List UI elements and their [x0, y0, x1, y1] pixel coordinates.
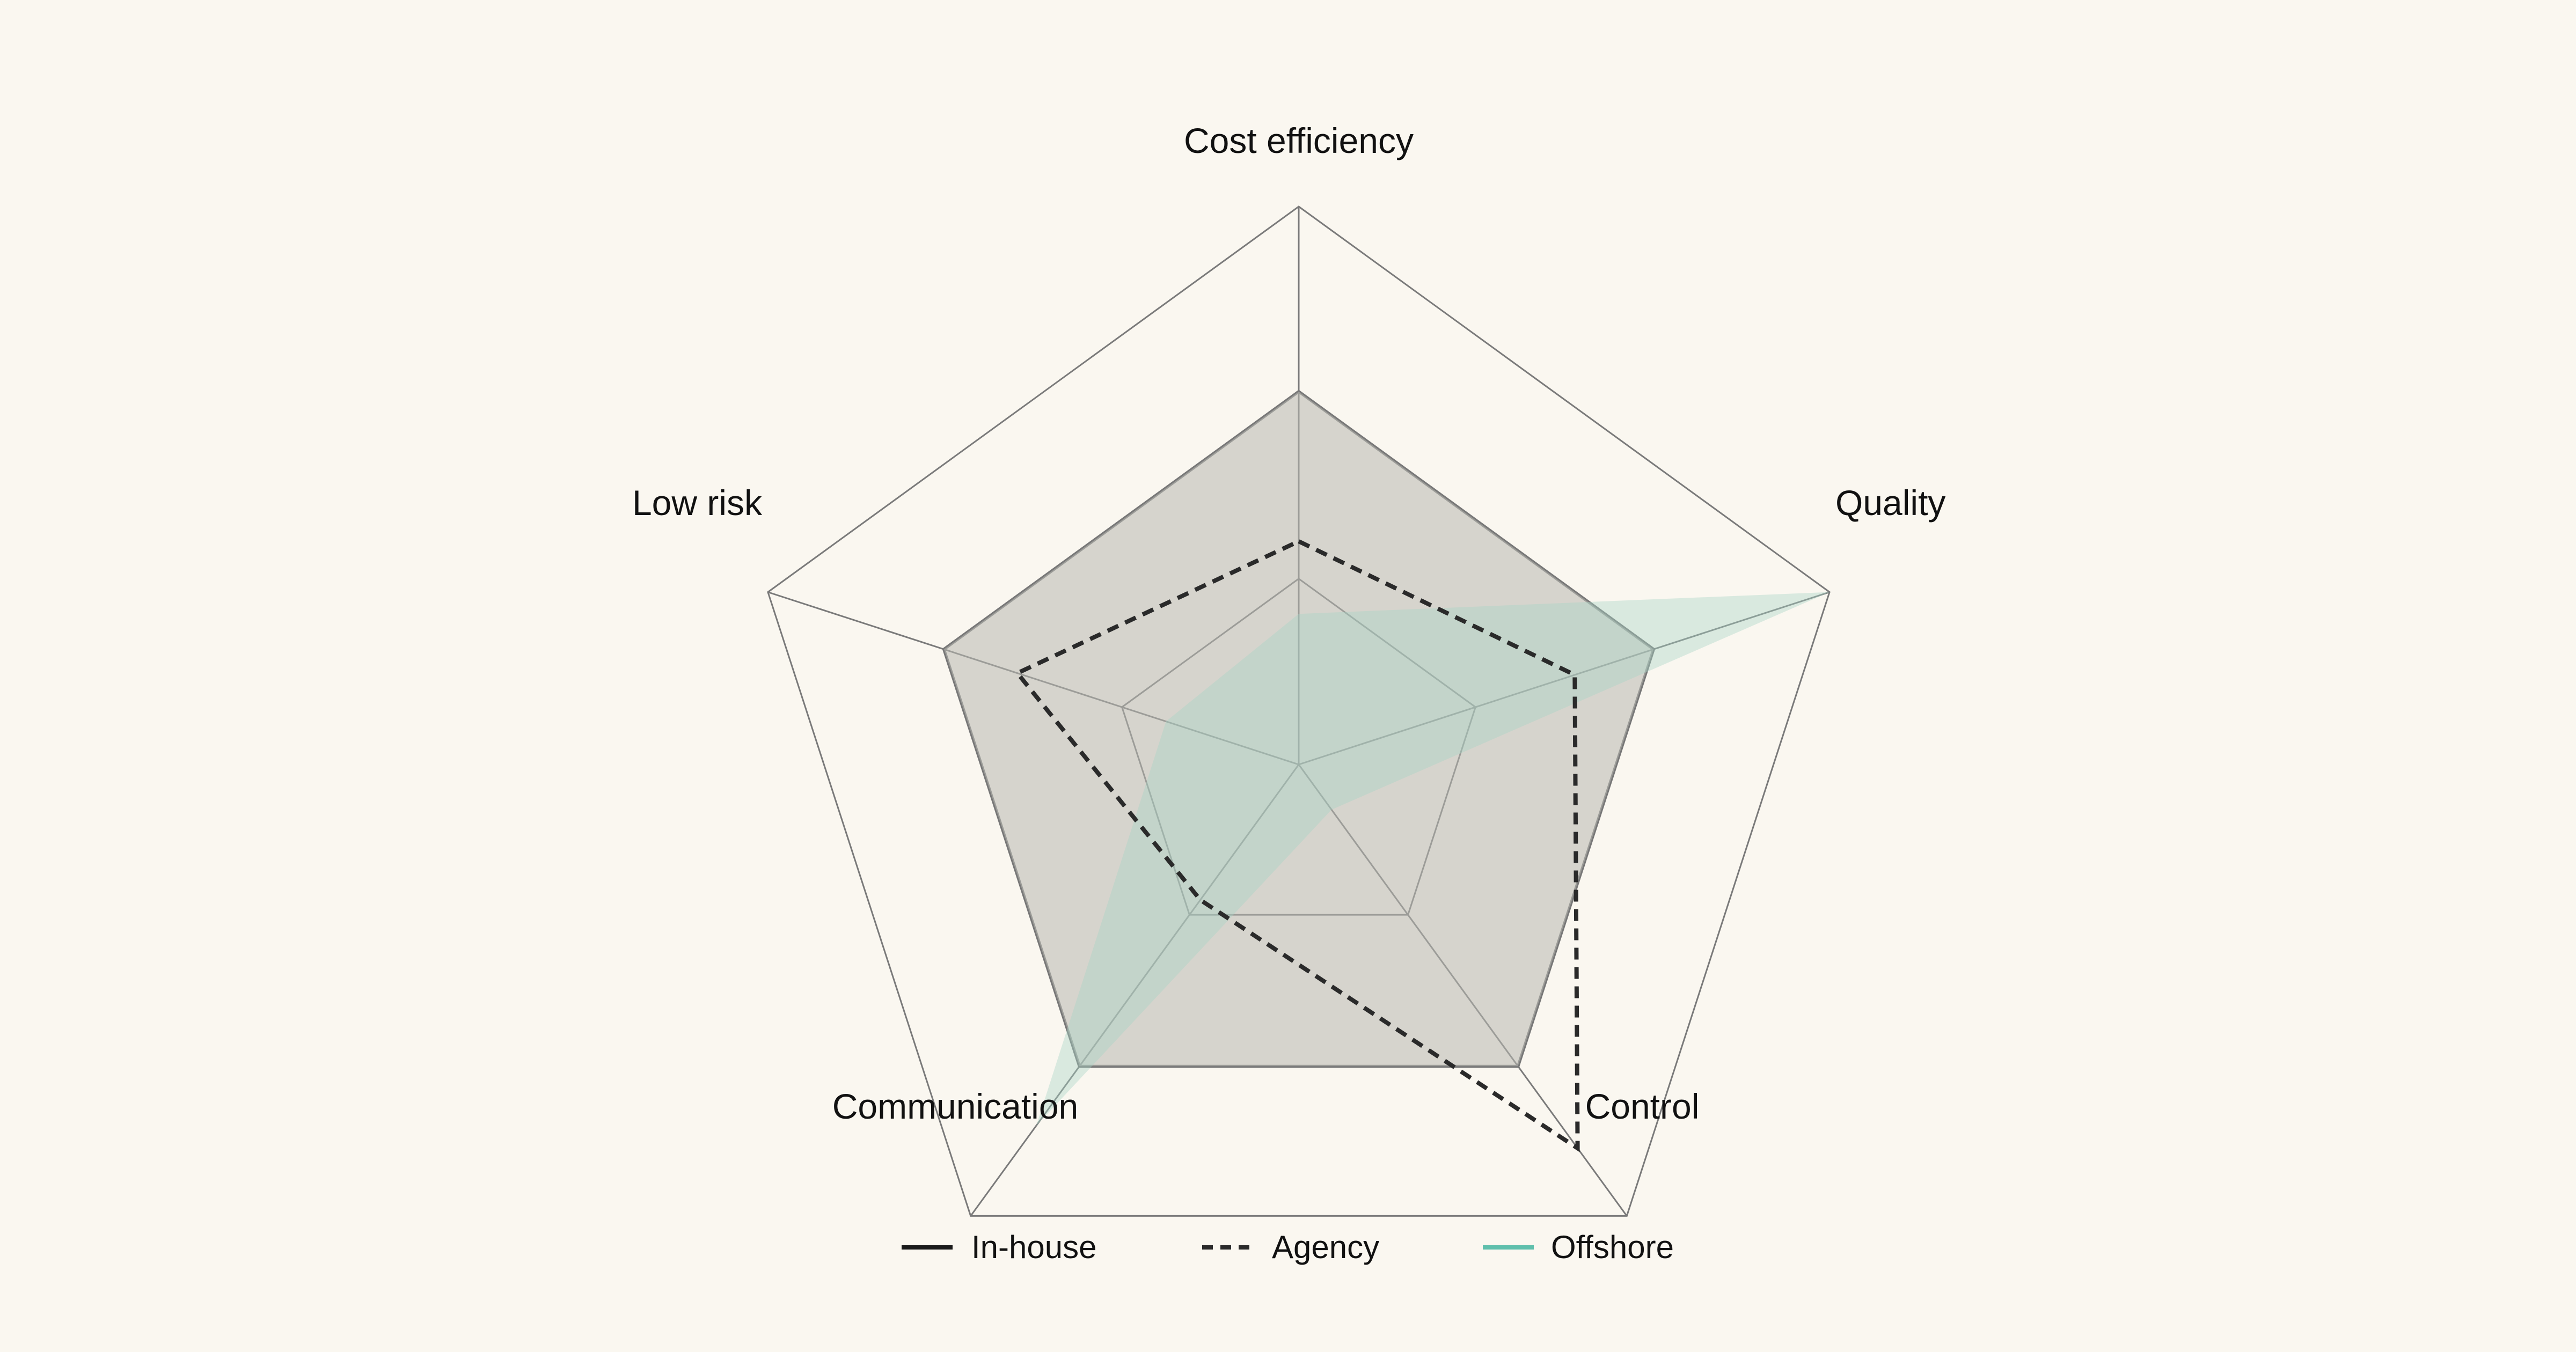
legend: In-house Agency Offshore: [902, 1229, 1674, 1265]
legend-item-agency: Agency: [1202, 1229, 1379, 1265]
legend-item-offshore: Offshore: [1483, 1229, 1674, 1265]
axis-label-communication: Communication: [832, 1086, 1079, 1126]
legend-label-in-house: In-house: [971, 1229, 1097, 1265]
axis-labels: Cost efficiency Quality Control Communic…: [632, 121, 1945, 1126]
legend-item-in-house: In-house: [902, 1229, 1097, 1265]
axis-label-control: Control: [1585, 1086, 1700, 1126]
axis-label-quality: Quality: [1835, 483, 1945, 523]
legend-label-agency: Agency: [1272, 1229, 1379, 1265]
series-agency: [1014, 539, 1580, 1152]
grid-ring-3: [767, 205, 1831, 1217]
axis-label-cost-efficiency: Cost efficiency: [1184, 121, 1414, 160]
legend-label-offshore: Offshore: [1551, 1229, 1674, 1265]
series-offshore: [1036, 592, 1830, 1126]
series-in-house: [942, 390, 1656, 1068]
axis-label-low-risk: Low risk: [632, 483, 763, 523]
radar-series: [942, 390, 1830, 1152]
